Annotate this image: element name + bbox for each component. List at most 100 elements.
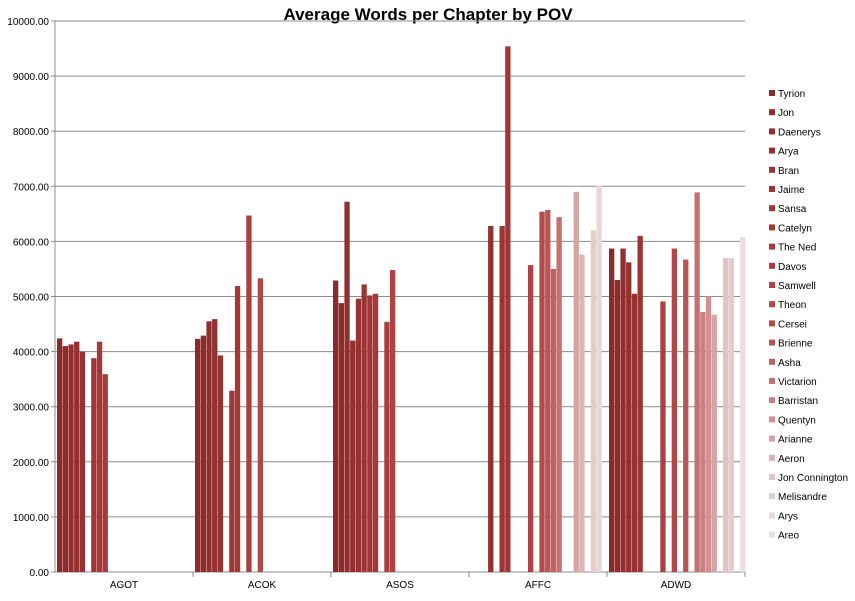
legend-swatch <box>769 243 775 250</box>
bar-theon <box>671 248 677 573</box>
bar-melisandre <box>590 230 596 572</box>
legend-swatch <box>769 128 775 135</box>
legend-entry: Arya <box>778 147 799 158</box>
legend-swatch <box>769 109 775 116</box>
legend-entry: Samwell <box>778 281 816 292</box>
bar-catelyn <box>96 341 103 572</box>
bar-bran <box>355 298 362 572</box>
legend-entry: Daenerys <box>778 127 821 138</box>
legend-entry: Jon <box>778 108 794 119</box>
legend-swatch <box>769 454 775 461</box>
legend-entry: Brienne <box>778 339 813 350</box>
legend-swatch <box>769 147 775 154</box>
legend-swatch <box>769 416 775 423</box>
x-category-label: AGOT <box>110 580 138 591</box>
bar-catelyn <box>234 286 241 572</box>
bar-tyrion <box>333 280 339 572</box>
legend-swatch <box>769 512 775 519</box>
bar-barristan <box>700 311 706 572</box>
y-tick-label: 2000.00 <box>13 458 50 469</box>
legend-entry: Asha <box>778 358 801 369</box>
legend-swatch <box>769 90 775 96</box>
bar-the-ned <box>102 374 108 572</box>
bar-daenerys <box>206 321 212 572</box>
bar-melisandre <box>728 257 734 572</box>
legend-entry: Areo <box>778 531 800 542</box>
bar-davos <box>246 215 252 573</box>
y-tick-label: 5000.00 <box>13 293 50 304</box>
bar-arianne <box>573 191 579 572</box>
legend-entry: Arys <box>778 511 798 522</box>
legend-swatch <box>769 531 775 538</box>
bar-samwell <box>390 270 396 572</box>
y-tick-label: 3000.00 <box>13 403 50 414</box>
bar-daenerys <box>620 248 626 573</box>
bar-victarion <box>556 217 562 572</box>
bar-sansa <box>229 390 235 572</box>
bar-davos <box>660 301 666 572</box>
bar-jon <box>338 303 344 572</box>
legend-entry: Aeron <box>778 454 805 465</box>
bar-theon <box>257 278 263 572</box>
x-category-label: ADWD <box>661 580 692 591</box>
legend-swatch <box>769 301 775 308</box>
bar-bran <box>79 351 86 572</box>
y-tick-label: 4000.00 <box>13 348 50 359</box>
legend-swatch <box>769 339 775 346</box>
bar-arya <box>212 319 218 572</box>
y-tick-label: 7000.00 <box>13 182 50 193</box>
legend-swatch <box>769 262 775 269</box>
y-tick-label: 10000.00 <box>7 17 49 28</box>
bar-brienne <box>545 209 551 573</box>
legend-entry: Tyrion <box>778 89 805 100</box>
bar-jon-connington <box>723 257 729 572</box>
legend-entry: Victarion <box>778 377 817 388</box>
bar-asha <box>550 268 557 572</box>
y-tick-label: 8000.00 <box>13 127 50 138</box>
bar-victarion <box>694 192 700 572</box>
legend-entry: Cersei <box>778 319 807 330</box>
bar-davos <box>384 321 390 572</box>
bar-arya <box>74 341 80 572</box>
legend-swatch <box>769 166 775 173</box>
bar-quentyn <box>705 296 712 572</box>
legend-swatch <box>769 378 775 384</box>
bar-jon <box>200 335 206 572</box>
x-category-label: ASOS <box>386 580 414 591</box>
y-tick-label: 9000.00 <box>13 72 50 83</box>
bar-tyrion <box>195 338 201 572</box>
axis-labels: 0.00 1000.00 2000.00 3000.00 4000.00 5000.00 6… <box>7 17 691 591</box>
bar-bran <box>217 355 224 572</box>
legend-swatch <box>769 282 775 288</box>
bar-cersei <box>539 211 545 572</box>
bar-arianne <box>711 314 717 572</box>
bar-sansa <box>91 358 97 572</box>
bar-jaime <box>499 225 505 573</box>
bar-jon <box>614 279 620 572</box>
bar-arya <box>626 262 632 572</box>
bar-arya <box>488 225 494 573</box>
bar-daenerys <box>68 344 74 572</box>
y-tick-label: 0.00 <box>30 568 50 579</box>
legend-entry: Arianne <box>778 435 813 446</box>
legend-entry: Catelyn <box>778 223 812 234</box>
y-tick-label: 6000.00 <box>13 237 50 248</box>
legend-entry: The Ned <box>778 243 816 254</box>
x-category-label: AFFC <box>525 580 551 591</box>
legend-entry: Theon <box>778 300 806 311</box>
legend-swatch <box>769 474 775 480</box>
bar-areo <box>740 236 746 572</box>
bar-tyrion <box>609 248 615 573</box>
legend-entry: Quentyn <box>778 415 816 426</box>
legend-entry: Bran <box>778 166 799 177</box>
bar-jon <box>62 346 68 572</box>
bar-brienne <box>683 259 689 572</box>
legend-swatch <box>769 205 775 212</box>
bar-jaime <box>361 284 367 572</box>
legend-entry: Jon Connington <box>778 473 848 484</box>
legend-entry: Melisandre <box>778 492 827 503</box>
bar-sansa <box>367 295 373 572</box>
legend-entry: Jaime <box>778 185 805 196</box>
legend-swatch <box>769 493 775 500</box>
